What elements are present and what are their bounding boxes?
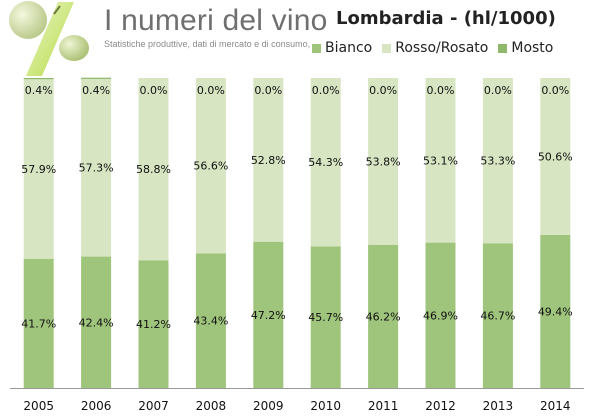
x-tick-label-2009: 2009	[253, 399, 284, 413]
bar-bianco-2006	[81, 256, 112, 388]
bar-rossorosato-2013	[482, 78, 513, 244]
legend-item-bianco: Bianco	[312, 40, 372, 56]
data-label-rossorosato-2012: 53.1%	[423, 154, 458, 167]
data-label-mosto-2013: 0.0%	[484, 84, 512, 97]
data-label-mosto-2014: 0.0%	[541, 84, 569, 97]
x-tick-label-2012: 2012	[425, 399, 456, 413]
data-label-bianco-2010: 45.7%	[308, 311, 343, 324]
bar-mosto-2006	[81, 77, 112, 79]
data-label-bianco-2005: 41.7%	[21, 317, 56, 330]
x-tick-label-2008: 2008	[196, 399, 227, 413]
bar-bianco-2013	[482, 243, 513, 388]
logo-subtitle: Statistiche produttive, dati di mercato …	[104, 39, 321, 49]
legend-swatch-bianco	[312, 43, 321, 53]
data-label-rossorosato-2005: 57.9%	[21, 163, 56, 176]
bar-bianco-2011	[368, 244, 399, 388]
data-label-bianco-2007: 41.2%	[136, 318, 171, 331]
x-tick-label-2011: 2011	[368, 399, 399, 413]
bar-rossorosato-2010	[310, 78, 341, 247]
x-tick-label-2014: 2014	[540, 399, 571, 413]
chart-title: Lombardia - (hl/1000)	[336, 8, 556, 29]
data-label-rossorosato-2009: 52.8%	[251, 154, 286, 167]
grape-percent-logo-icon	[0, 0, 104, 78]
x-tick-label-2006: 2006	[81, 399, 112, 413]
data-label-mosto-2011: 0.0%	[369, 84, 397, 97]
legend-label-mosto: Mosto	[511, 40, 554, 56]
logo: I numeri del vino Statistiche produttive…	[0, 0, 327, 78]
data-label-rossorosato-2010: 54.3%	[308, 156, 343, 169]
data-label-bianco-2008: 43.4%	[193, 315, 228, 328]
bar-bianco-2009	[253, 241, 284, 388]
x-tick-label-2013: 2013	[483, 399, 514, 413]
data-label-bianco-2014: 49.4%	[538, 305, 573, 318]
data-label-rossorosato-2011: 53.8%	[366, 155, 401, 168]
data-label-bianco-2013: 46.7%	[480, 310, 515, 323]
bar-bianco-2008	[195, 253, 226, 388]
bar-bianco-2010	[310, 246, 341, 388]
data-label-rossorosato-2014: 50.6%	[538, 150, 573, 163]
data-label-mosto-2006: 0.4%	[82, 84, 110, 97]
legend-item-mosto: Mosto	[498, 40, 553, 56]
bar-bianco-2014	[540, 234, 571, 388]
x-tick-label-2007: 2007	[138, 399, 169, 413]
data-label-mosto-2009: 0.0%	[254, 84, 282, 97]
data-label-mosto-2008: 0.0%	[197, 84, 225, 97]
bar-rossorosato-2012	[425, 78, 456, 243]
legend-swatch-rosso-rosato	[382, 43, 392, 53]
legend-swatch-mosto	[498, 43, 508, 53]
bar-rossorosato-2011	[368, 78, 399, 245]
legend-label-rosso-rosato: Rosso/Rosato	[395, 40, 489, 56]
bar-rossorosato-2009	[253, 78, 284, 242]
data-label-bianco-2009: 47.2%	[251, 309, 286, 322]
logo-title: I numeri del vino	[104, 4, 328, 37]
bar-mosto-2005	[23, 78, 54, 80]
x-tick-label-2010: 2010	[310, 399, 341, 413]
chart-legend: Bianco Rosso/Rosato Mosto	[312, 39, 553, 57]
data-label-rossorosato-2008: 56.6%	[193, 160, 228, 173]
data-label-rossorosato-2013: 53.3%	[480, 155, 515, 168]
data-label-mosto-2010: 0.0%	[312, 84, 340, 97]
data-label-rossorosato-2007: 58.8%	[136, 163, 171, 176]
legend-label-bianco: Bianco	[325, 40, 373, 56]
x-tick-label-2005: 2005	[23, 399, 54, 413]
bar-rossorosato-2005	[23, 79, 54, 259]
data-label-bianco-2006: 42.4%	[79, 316, 114, 329]
bar-bianco-2012	[425, 242, 456, 388]
bar-rossorosato-2007	[138, 78, 169, 261]
bar-rossorosato-2008	[195, 78, 226, 254]
bar-rossorosato-2006	[81, 78, 112, 257]
data-label-mosto-2005: 0.4%	[25, 84, 53, 97]
data-label-mosto-2007: 0.0%	[140, 84, 168, 97]
bar-rossorosato-2014	[540, 78, 571, 235]
bar-bianco-2007	[138, 260, 169, 388]
data-label-mosto-2012: 0.0%	[427, 84, 455, 97]
legend-item-rosso-rosato: Rosso/Rosato	[382, 40, 488, 56]
data-label-bianco-2012: 46.9%	[423, 309, 458, 322]
bar-bianco-2005	[23, 258, 54, 388]
data-label-bianco-2011: 46.2%	[366, 310, 401, 323]
data-label-rossorosato-2006: 57.3%	[79, 162, 114, 175]
